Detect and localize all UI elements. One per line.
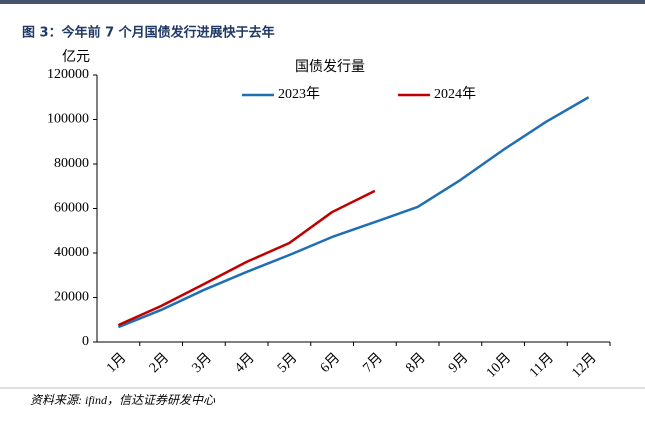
y-tick-label: 100000 bbox=[47, 112, 89, 127]
chart-title: 图 3：今年前 7 个月国债发行进展快于去年 bbox=[22, 25, 275, 41]
series-line bbox=[117, 189, 376, 327]
series-line bbox=[117, 96, 590, 329]
x-tick-label: 2月 bbox=[146, 350, 172, 376]
top-bar bbox=[0, 0, 645, 4]
source: 资料来源: ifind，信达证券研发中心 bbox=[30, 393, 216, 407]
x-tick-label: 11月 bbox=[526, 350, 557, 381]
x-tick-label: 5月 bbox=[274, 350, 300, 376]
y-tick-label: 40000 bbox=[54, 245, 89, 260]
y-unit: 亿元 bbox=[62, 49, 90, 65]
y-tick-label: 20000 bbox=[54, 290, 89, 305]
x-tick-label: 7月 bbox=[360, 350, 386, 376]
legend-label: 2024年 bbox=[434, 86, 476, 102]
y-tick-label: 80000 bbox=[54, 156, 89, 171]
x-tick-label: 4月 bbox=[232, 350, 258, 376]
x-tick-label: 10月 bbox=[483, 350, 514, 381]
x-tick-label: 6月 bbox=[317, 350, 343, 376]
y-tick-label: 0 bbox=[82, 334, 89, 349]
legend-title: 国债发行量 bbox=[295, 59, 365, 75]
x-tick-label: 3月 bbox=[189, 350, 215, 376]
y-tick-label: 120000 bbox=[47, 67, 89, 82]
legend-label: 2023年 bbox=[278, 86, 320, 102]
x-tick-label: 12月 bbox=[569, 350, 600, 381]
x-tick-label: 8月 bbox=[403, 350, 429, 376]
x-tick-label: 1月 bbox=[103, 350, 129, 376]
y-tick-label: 60000 bbox=[54, 201, 89, 216]
x-tick-label: 9月 bbox=[445, 350, 471, 376]
